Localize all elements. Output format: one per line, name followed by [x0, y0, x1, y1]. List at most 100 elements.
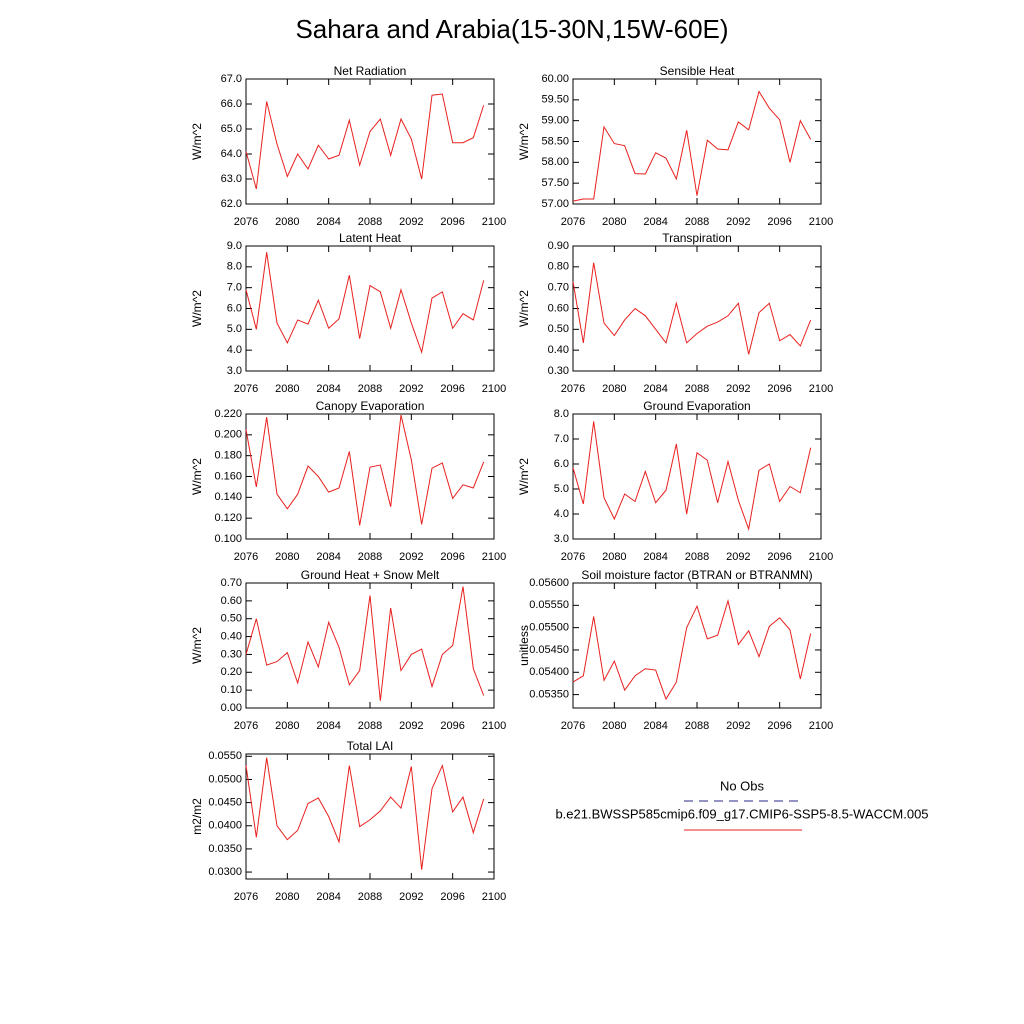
x-tick-label: 2096: [440, 216, 464, 228]
y-axis-label: W/m^2: [190, 627, 204, 664]
panel-title: Latent Heat: [339, 231, 402, 245]
y-axis-label: W/m^2: [190, 458, 204, 495]
x-tick-label: 2084: [643, 216, 667, 228]
x-tick-label: 2080: [275, 551, 299, 563]
legend-label: No Obs: [720, 778, 765, 793]
y-tick-label: 5.0: [227, 323, 242, 335]
x-tick-label: 2080: [275, 383, 299, 395]
y-tick-label: 0.50: [221, 613, 242, 625]
data-line: [245, 414, 485, 526]
x-tick-label: 2080: [602, 383, 626, 395]
x-tick-label: 2096: [440, 383, 464, 395]
x-tick-label: 2084: [316, 216, 340, 228]
x-tick-label: 2096: [440, 891, 464, 903]
y-tick-label: 8.0: [227, 261, 242, 273]
y-tick-label: 3.0: [554, 533, 569, 545]
y-axis-label: W/m^2: [517, 123, 531, 160]
y-tick-label: 0.00: [221, 702, 242, 714]
x-tick-label: 2080: [275, 720, 299, 732]
y-tick-label: 0.05450: [529, 644, 569, 656]
x-tick-label: 2084: [316, 720, 340, 732]
x-tick-label: 2076: [234, 891, 258, 903]
x-tick-label: 2096: [767, 551, 791, 563]
x-tick-label: 2092: [399, 551, 423, 563]
y-axis-label: W/m^2: [517, 458, 531, 495]
y-axis-label: m2/m2: [190, 798, 204, 835]
y-tick-label: 0.0350: [208, 843, 242, 855]
y-tick-label: 0.05350: [529, 689, 569, 701]
x-tick-label: 2080: [602, 551, 626, 563]
y-tick-label: 66.0: [221, 98, 242, 110]
y-tick-label: 0.90: [548, 240, 569, 252]
y-tick-label: 0.180: [214, 450, 242, 462]
x-tick-label: 2084: [643, 720, 667, 732]
data-line: [245, 93, 485, 190]
y-tick-label: 63.0: [221, 173, 242, 185]
data-line: [245, 586, 485, 701]
x-tick-label: 2076: [561, 216, 585, 228]
x-tick-label: 2100: [482, 551, 506, 563]
y-tick-label: 0.10: [221, 684, 242, 696]
y-axis-label: W/m^2: [190, 290, 204, 327]
data-line: [572, 598, 812, 701]
x-tick-label: 2092: [726, 551, 750, 563]
y-tick-label: 0.220: [214, 408, 242, 420]
x-tick-label: 2096: [767, 383, 791, 395]
y-tick-label: 0.40: [221, 630, 242, 642]
x-tick-label: 2096: [767, 216, 791, 228]
x-tick-label: 2092: [399, 720, 423, 732]
y-tick-label: 6.0: [227, 302, 242, 314]
y-tick-label: 7.0: [554, 433, 569, 445]
y-tick-label: 0.80: [548, 261, 569, 273]
x-tick-label: 2084: [316, 891, 340, 903]
y-tick-label: 0.0450: [208, 797, 242, 809]
x-tick-label: 2084: [316, 551, 340, 563]
data-line: [572, 421, 812, 531]
x-tick-label: 2092: [726, 216, 750, 228]
x-tick-label: 2076: [234, 720, 258, 732]
panel-title: Net Radiation: [334, 64, 407, 78]
x-tick-label: 2088: [685, 383, 709, 395]
x-tick-label: 2088: [685, 720, 709, 732]
y-tick-label: 3.0: [227, 365, 242, 377]
data-line: [572, 262, 812, 355]
y-tick-label: 0.70: [221, 577, 242, 589]
y-tick-label: 0.05550: [529, 599, 569, 611]
y-tick-label: 0.30: [221, 648, 242, 660]
panel-title: Soil moisture factor (BTRAN or BTRANMN): [581, 568, 812, 582]
y-tick-label: 0.50: [548, 323, 569, 335]
x-tick-label: 2100: [482, 383, 506, 395]
y-tick-label: 58.00: [541, 156, 569, 168]
x-tick-label: 2092: [399, 216, 423, 228]
y-tick-label: 0.05500: [529, 622, 569, 634]
y-tick-label: 0.200: [214, 429, 242, 441]
x-tick-label: 2092: [399, 383, 423, 395]
x-tick-label: 2080: [275, 216, 299, 228]
y-tick-label: 9.0: [227, 240, 242, 252]
x-tick-label: 2084: [643, 551, 667, 563]
y-tick-label: 0.100: [214, 533, 242, 545]
y-tick-label: 59.00: [541, 115, 569, 127]
x-tick-label: 2088: [358, 891, 382, 903]
y-tick-label: 6.0: [554, 458, 569, 470]
y-tick-label: 0.0550: [208, 750, 242, 762]
y-tick-label: 0.05600: [529, 577, 569, 589]
x-tick-label: 2080: [275, 891, 299, 903]
x-tick-label: 2080: [602, 216, 626, 228]
x-tick-label: 2080: [602, 720, 626, 732]
y-tick-label: 67.0: [221, 73, 242, 85]
y-axis-label: unitless: [517, 625, 531, 666]
y-tick-label: 0.20: [221, 666, 242, 678]
x-tick-label: 2088: [685, 216, 709, 228]
panel-title: Canopy Evaporation: [316, 399, 425, 413]
y-tick-label: 4.0: [554, 508, 569, 520]
y-tick-label: 7.0: [227, 282, 242, 294]
y-tick-label: 5.0: [554, 483, 569, 495]
y-tick-label: 4.0: [227, 344, 242, 356]
x-tick-label: 2084: [643, 383, 667, 395]
y-tick-label: 0.120: [214, 512, 242, 524]
y-tick-label: 58.50: [541, 135, 569, 147]
y-tick-label: 0.160: [214, 470, 242, 482]
